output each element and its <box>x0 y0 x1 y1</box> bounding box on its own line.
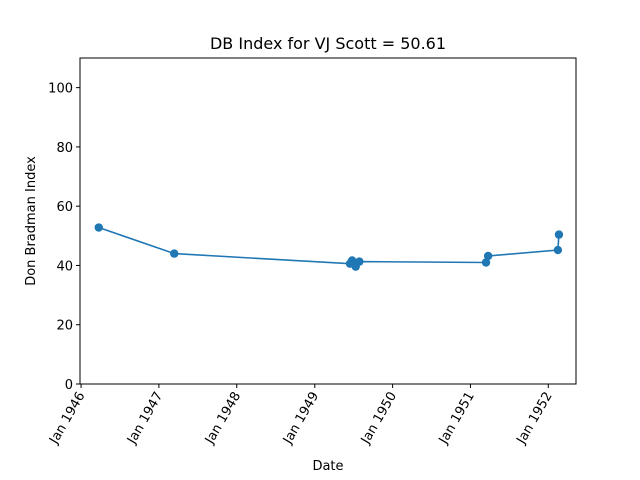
y-tick-label: 80 <box>56 141 73 156</box>
y-axis: 0 20 40 60 80 100 <box>48 82 80 393</box>
x-axis-label: Date <box>312 459 343 474</box>
data-point <box>170 249 179 258</box>
series-line <box>98 226 560 269</box>
data-point <box>347 256 357 265</box>
series-layer <box>94 223 564 271</box>
data-point <box>483 251 493 261</box>
data-point <box>553 245 563 255</box>
data-point <box>554 230 564 239</box>
plot-area <box>79 57 577 385</box>
x-tick-label: Jan 1950 <box>358 390 400 448</box>
y-tick-label: 100 <box>48 82 73 97</box>
y-tick-label: 20 <box>56 319 73 334</box>
x-axis: Jan 1946 Jan 1947 Jan 1948 Jan 1949 Jan 1950… <box>46 384 556 448</box>
data-point <box>355 257 364 266</box>
plot-frame <box>79 57 577 385</box>
data-point <box>481 258 491 267</box>
y-tick-label: 40 <box>56 259 73 274</box>
x-tick-label: Jan 1947 <box>124 390 166 448</box>
x-tick-label: Jan 1951 <box>436 390 478 448</box>
chart-title: DB Index for VJ Scott = 50.61 <box>210 34 446 53</box>
data-point <box>94 223 103 232</box>
x-tick-label: Jan 1952 <box>514 390 556 448</box>
x-tick-label: Jan 1948 <box>202 390 244 448</box>
y-tick-label: 60 <box>56 200 73 215</box>
x-tick-label: Jan 1949 <box>280 390 322 448</box>
y-axis-label: Don Bradman Index <box>24 156 39 286</box>
y-tick-label: 0 <box>65 378 73 393</box>
x-tick-label: Jan 1946 <box>46 390 88 448</box>
